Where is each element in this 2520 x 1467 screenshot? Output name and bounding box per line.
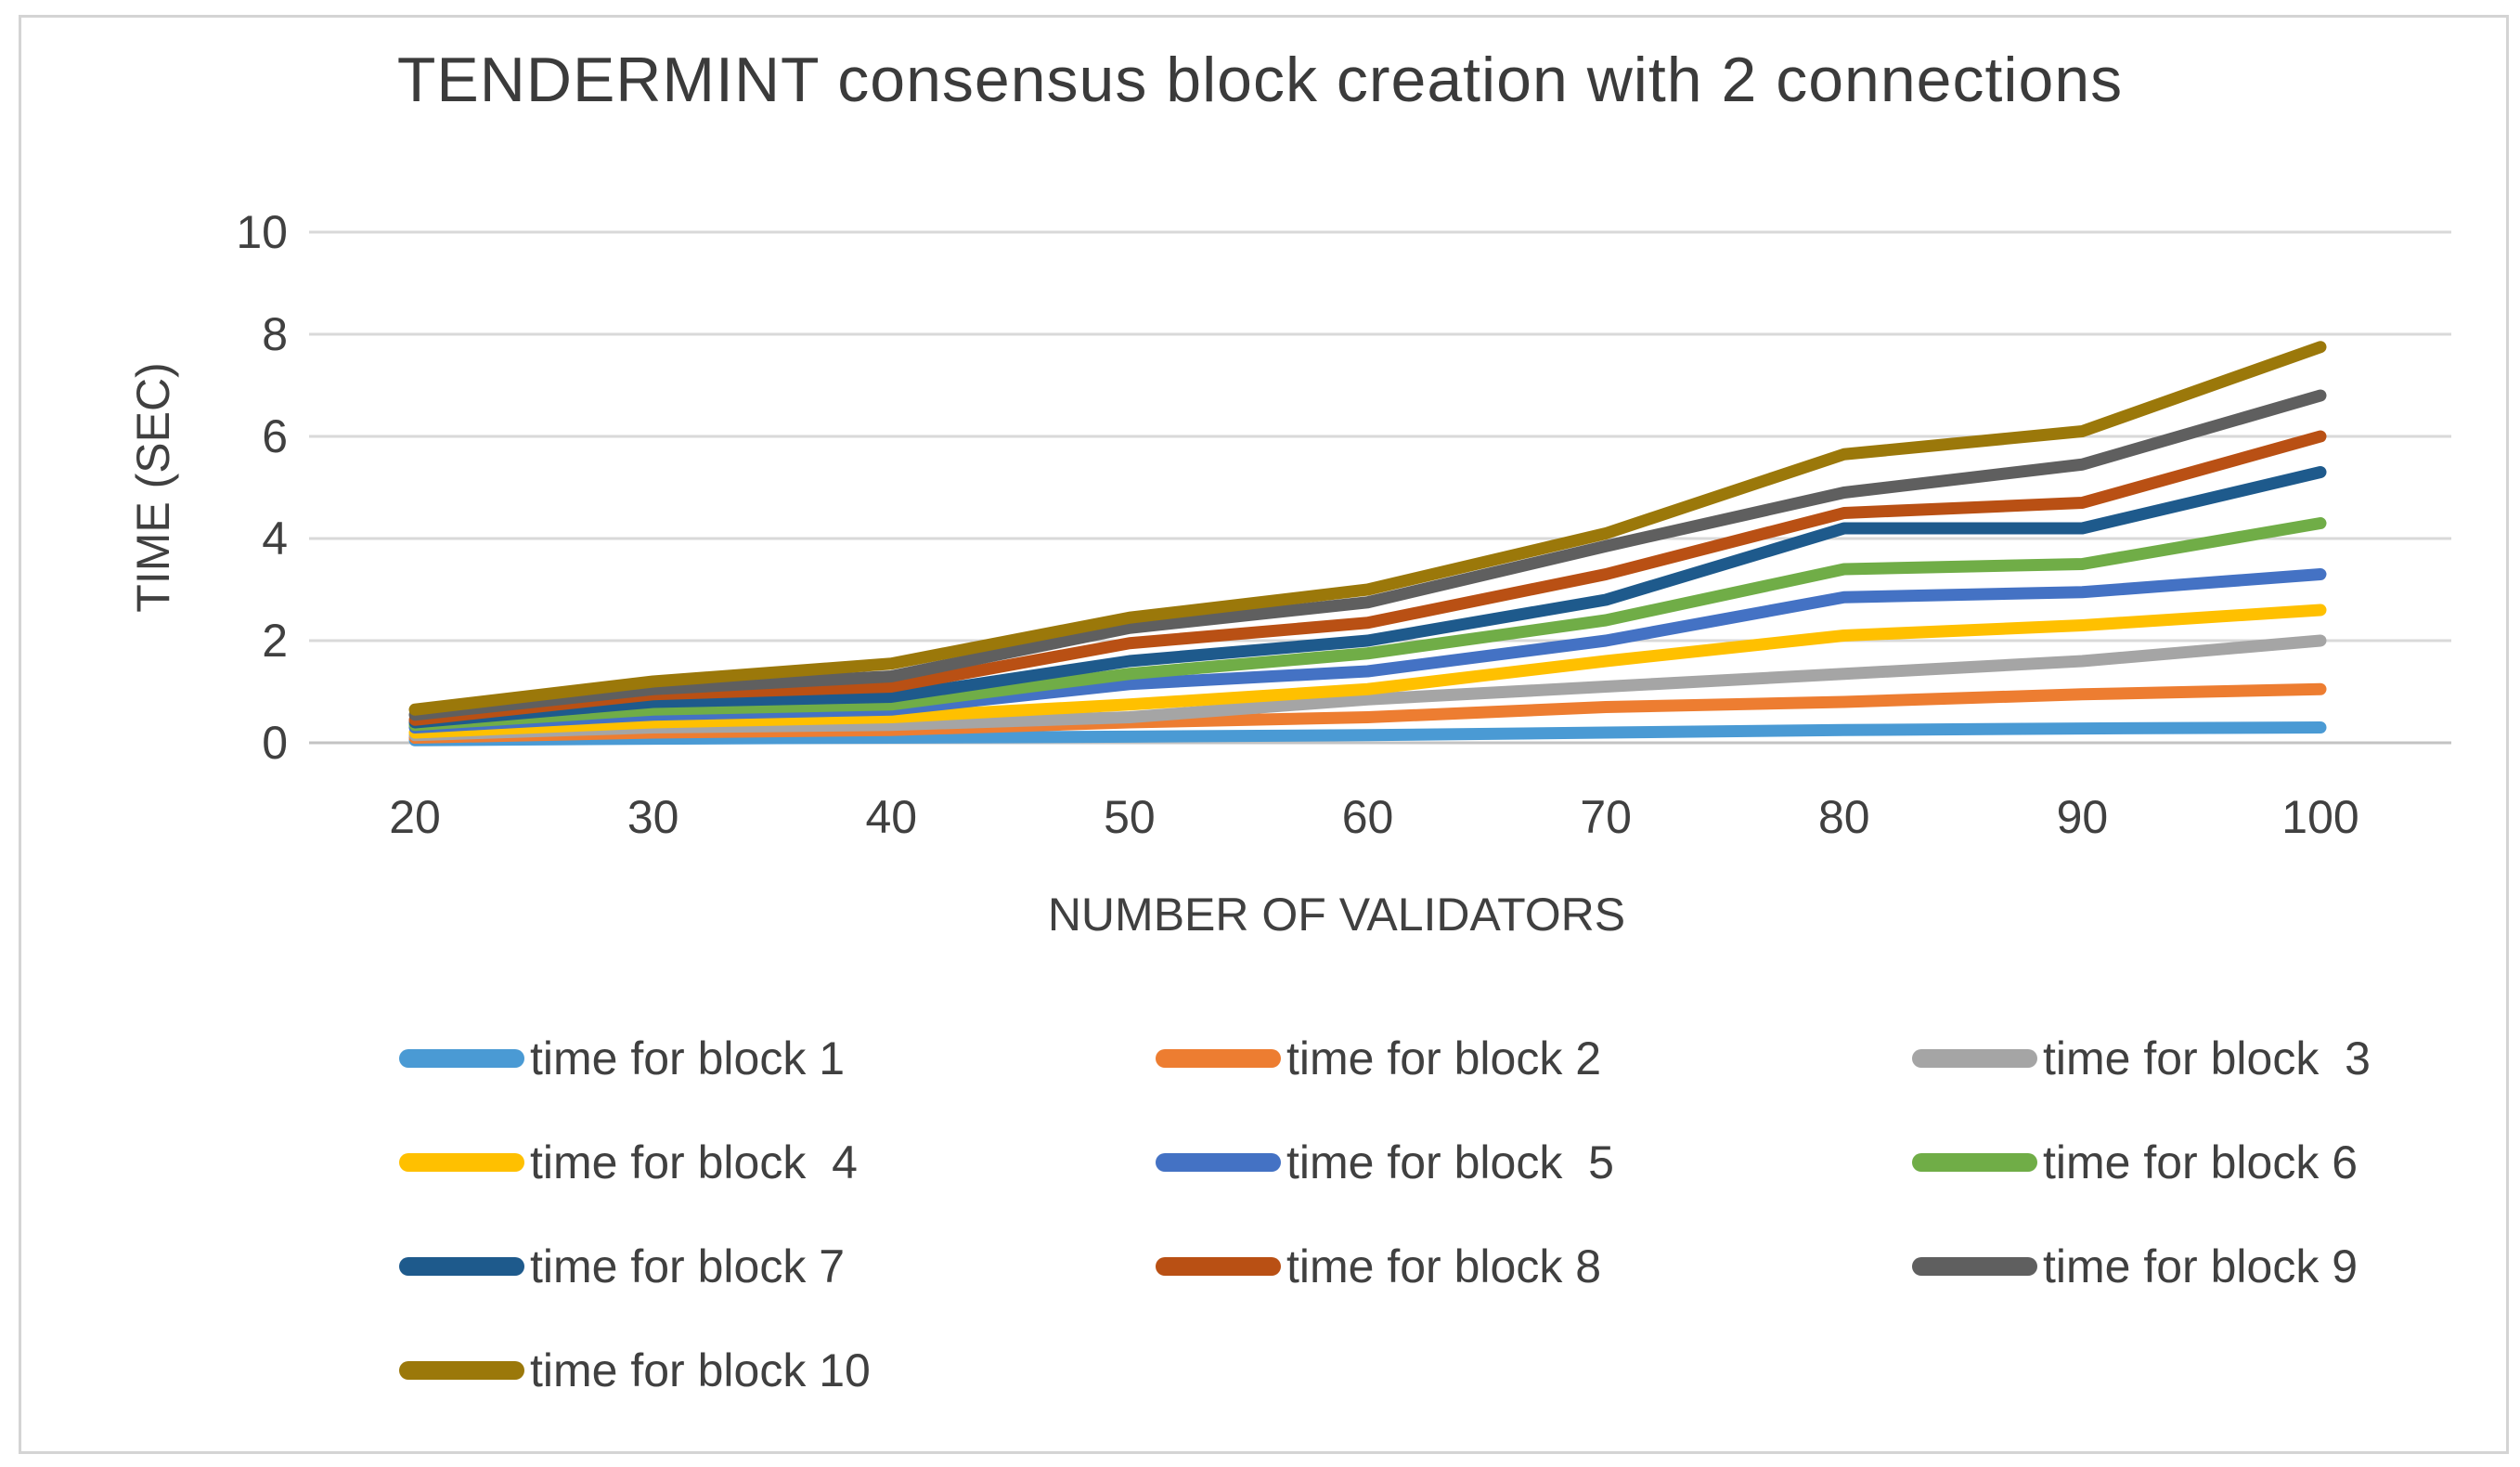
y-tick-label: 6 xyxy=(262,410,288,462)
legend-swatch-icon xyxy=(1156,1153,1281,1172)
x-tick-label: 50 xyxy=(1104,791,1156,843)
legend-item: time for block 1 xyxy=(399,1026,1156,1091)
legend-item: time for block 4 xyxy=(399,1130,1156,1195)
series-line xyxy=(408,430,2327,726)
legend-swatch-icon xyxy=(399,1257,524,1276)
y-tick-label: 10 xyxy=(236,206,288,258)
legend-label: time for block 10 xyxy=(530,1344,871,1396)
legend-swatch-icon xyxy=(1156,1257,1281,1276)
legend-swatch-icon xyxy=(1912,1257,2037,1276)
chart-title: TENDERMINT consensus block creation with… xyxy=(396,45,2124,115)
y-tick-label: 0 xyxy=(262,717,288,769)
legend-item: time for block 10 xyxy=(399,1338,1156,1403)
legend-label: time for block 2 xyxy=(1286,1032,1602,1084)
y-tick-label: 8 xyxy=(262,308,288,360)
legend-label: time for block 3 xyxy=(2043,1032,2371,1084)
legend: time for block 1 time for block 2 time for… xyxy=(399,1026,2520,1442)
x-tick-label: 20 xyxy=(389,791,441,843)
legend-label: time for block 6 xyxy=(2043,1136,2358,1188)
legend-label: time for block 5 xyxy=(1286,1136,1614,1188)
series-line xyxy=(408,341,2327,716)
legend-swatch-icon xyxy=(1912,1153,2037,1172)
x-tick-label: 30 xyxy=(627,791,679,843)
legend-swatch-icon xyxy=(1156,1049,1281,1068)
legend-item: time for block 7 xyxy=(399,1234,1156,1299)
series-line xyxy=(408,466,2327,729)
series-line xyxy=(408,517,2327,732)
x-tick-label: 70 xyxy=(1580,791,1632,843)
legend-label: time for block 4 xyxy=(530,1136,858,1188)
series-line xyxy=(408,604,2327,739)
legend-swatch-icon xyxy=(399,1153,524,1172)
legend-item: time for block 3 xyxy=(1912,1026,2520,1091)
legend-swatch-icon xyxy=(399,1049,524,1068)
legend-item: time for block 9 xyxy=(1912,1234,2520,1299)
x-tick-label: 80 xyxy=(1817,791,1870,843)
x-axis-title: NUMBER OF VALIDATORS xyxy=(1047,889,1626,941)
legend-label: time for block 7 xyxy=(530,1240,846,1292)
legend-label: time for block 9 xyxy=(2043,1240,2358,1292)
y-tick-label: 2 xyxy=(262,615,288,667)
x-tick-label: 40 xyxy=(865,791,918,843)
legend-item: time for block 5 xyxy=(1156,1130,1912,1195)
series-line xyxy=(408,721,2327,746)
legend-swatch-icon xyxy=(1912,1049,2037,1068)
series-line xyxy=(408,389,2327,721)
legend-label: time for block 8 xyxy=(1286,1240,1602,1292)
legend-item: time for block 2 xyxy=(1156,1026,1912,1091)
x-tick-label: 60 xyxy=(1341,791,1394,843)
y-tick-label: 4 xyxy=(262,513,288,565)
legend-item: time for block 8 xyxy=(1156,1234,1912,1299)
legend-label: time for block 1 xyxy=(530,1032,846,1084)
legend-item: time for block 6 xyxy=(1912,1130,2520,1195)
x-tick-label: 100 xyxy=(2281,791,2359,843)
x-tick-label: 90 xyxy=(2056,791,2109,843)
legend-swatch-icon xyxy=(399,1361,524,1380)
